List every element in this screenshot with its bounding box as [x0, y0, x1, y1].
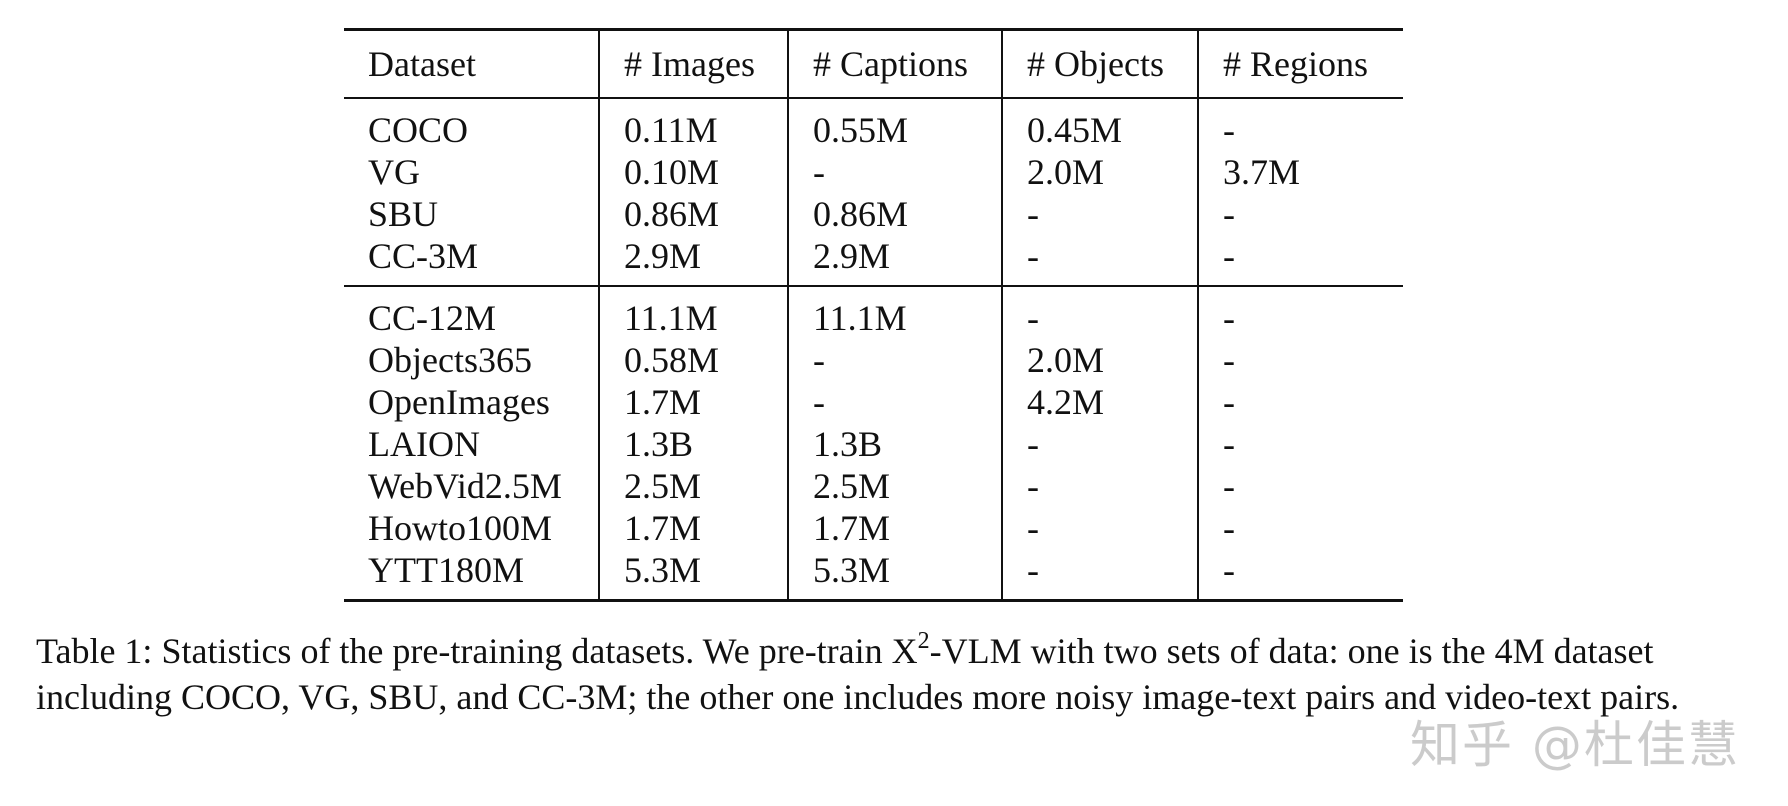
table-row: CC-12M 11.1M 11.1M - -	[344, 286, 1403, 339]
table-row: Howto100M 1.7M 1.7M - -	[344, 507, 1403, 549]
cell-captions: 1.7M	[787, 507, 1002, 549]
statistics-table-container: Dataset # Images # Captions # Objects # …	[344, 28, 1403, 602]
cell-captions: 0.55M	[787, 98, 1002, 151]
cell-objects: -	[1001, 507, 1198, 549]
table-row: OpenImages 1.7M -4.2M -	[344, 381, 1403, 423]
header-captions: # Captions	[787, 29, 1002, 98]
table-row: CC-3M 2.9M 2.9M - -	[344, 235, 1403, 286]
table-row: Objects365 0.58M -2.0M -	[344, 339, 1403, 381]
table-group-extended: CC-12M 11.1M 11.1M - - Objects365 0.58M -2.0M - O…	[344, 286, 1403, 601]
cell-images: 0.11M	[598, 98, 788, 151]
cell-regions: -	[1197, 98, 1403, 151]
caption-part1: Table 1: Statistics of the pre-training …	[36, 631, 918, 671]
table-row: LAION 1.3B 1.3B - -	[344, 423, 1403, 465]
header-objects: # Objects	[1001, 29, 1198, 98]
cell-images: 0.86M	[598, 193, 788, 235]
cell-images: 0.58M	[598, 339, 788, 381]
table-row: VG 0.10M -2.0M 3.7M	[344, 151, 1403, 193]
cell-regions: -	[1197, 193, 1403, 235]
cell-images: 1.7M	[598, 381, 788, 423]
cell-regions: -	[1197, 235, 1403, 286]
header-dataset: Dataset	[368, 44, 476, 84]
cell-dataset: OpenImages	[368, 382, 550, 422]
cell-images: 2.5M	[598, 465, 788, 507]
cell-images: 1.3B	[598, 423, 788, 465]
cell-dataset: Objects365	[368, 340, 532, 380]
cell-images: 2.9M	[598, 235, 788, 286]
cell-dataset: CC-12M	[368, 298, 497, 338]
cell-objects: -	[1001, 193, 1198, 235]
cell-images: 11.1M	[598, 286, 788, 339]
cell-captions: 11.1M	[787, 286, 1002, 339]
cell-dataset: SBU	[368, 194, 439, 234]
cell-regions: 3.7M	[1197, 151, 1403, 193]
cell-objects: 0.45M	[1001, 98, 1198, 151]
cell-captions: 5.3M	[787, 549, 1002, 601]
cell-objects: -	[1001, 465, 1198, 507]
cell-captions: -	[787, 381, 1002, 423]
cell-captions: -	[787, 151, 1002, 193]
cell-regions: -	[1197, 423, 1403, 465]
cell-dataset: VG	[368, 152, 420, 192]
table-caption: Table 1: Statistics of the pre-training …	[36, 628, 1736, 720]
cell-objects: -	[1001, 549, 1198, 601]
cell-regions: -	[1197, 381, 1403, 423]
cell-captions: 1.3B	[787, 423, 1002, 465]
cell-dataset: Howto100M	[368, 508, 553, 548]
cell-regions: -	[1197, 339, 1403, 381]
header-row: Dataset # Images # Captions # Objects # …	[344, 29, 1403, 98]
header-regions: # Regions	[1197, 29, 1403, 98]
cell-captions: 2.5M	[787, 465, 1002, 507]
cell-objects: -	[1001, 423, 1198, 465]
cell-regions: -	[1197, 507, 1403, 549]
cell-objects: 4.2M	[1001, 381, 1198, 423]
cell-dataset: WebVid2.5M	[368, 466, 562, 506]
caption-part2: -VLM with two sets of data: one is the 4…	[36, 631, 1680, 717]
table-row: COCO 0.11M 0.55M 0.45M -	[344, 98, 1403, 151]
table-header: Dataset # Images # Captions # Objects # …	[344, 29, 1403, 98]
dataset-statistics-table: Dataset # Images # Captions # Objects # …	[344, 28, 1403, 602]
cell-images: 1.7M	[598, 507, 788, 549]
cell-objects: 2.0M	[1001, 151, 1198, 193]
cell-dataset: YTT180M	[368, 550, 524, 590]
table-row: YTT180M 5.3M 5.3M - -	[344, 549, 1403, 601]
cell-regions: -	[1197, 465, 1403, 507]
cell-captions: -	[787, 339, 1002, 381]
cell-objects: -	[1001, 235, 1198, 286]
header-images: # Images	[598, 29, 788, 98]
cell-dataset: LAION	[368, 424, 480, 464]
cell-objects: -	[1001, 286, 1198, 339]
cell-objects: 2.0M	[1001, 339, 1198, 381]
cell-images: 0.10M	[598, 151, 788, 193]
table-group-4m: COCO 0.11M 0.55M 0.45M - VG 0.10M -2.0M 3.7M SBU 0…	[344, 98, 1403, 286]
cell-captions: 2.9M	[787, 235, 1002, 286]
table-row: SBU 0.86M 0.86M - -	[344, 193, 1403, 235]
watermark: 知乎 @杜佳慧	[1410, 716, 1740, 774]
cell-dataset: COCO	[368, 110, 469, 150]
cell-regions: -	[1197, 549, 1403, 601]
table-row: WebVid2.5M 2.5M 2.5M - -	[344, 465, 1403, 507]
caption-superscript: 2	[917, 628, 930, 654]
cell-captions: 0.86M	[787, 193, 1002, 235]
cell-regions: -	[1197, 286, 1403, 339]
cell-images: 5.3M	[598, 549, 788, 601]
cell-dataset: CC-3M	[368, 236, 479, 276]
